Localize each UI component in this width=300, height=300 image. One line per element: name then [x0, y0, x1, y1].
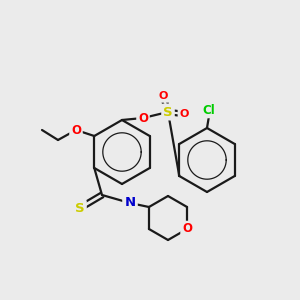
Text: S: S: [163, 106, 173, 118]
Text: O: O: [71, 124, 81, 136]
Text: O: O: [138, 112, 148, 124]
Text: Cl: Cl: [202, 103, 215, 116]
Text: N: N: [124, 196, 136, 209]
Text: O: O: [158, 91, 168, 101]
Text: N: N: [124, 196, 136, 209]
Text: O: O: [182, 223, 192, 236]
Text: S: S: [75, 202, 85, 214]
Text: O: O: [179, 109, 189, 119]
